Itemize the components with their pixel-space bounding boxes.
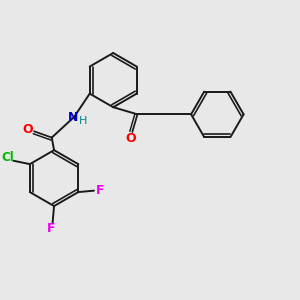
- Text: O: O: [22, 123, 33, 136]
- Text: F: F: [47, 222, 56, 236]
- Text: Cl: Cl: [1, 151, 14, 164]
- Text: F: F: [95, 184, 104, 197]
- Text: O: O: [126, 132, 136, 145]
- Text: H: H: [79, 116, 87, 126]
- Text: N: N: [68, 110, 78, 124]
